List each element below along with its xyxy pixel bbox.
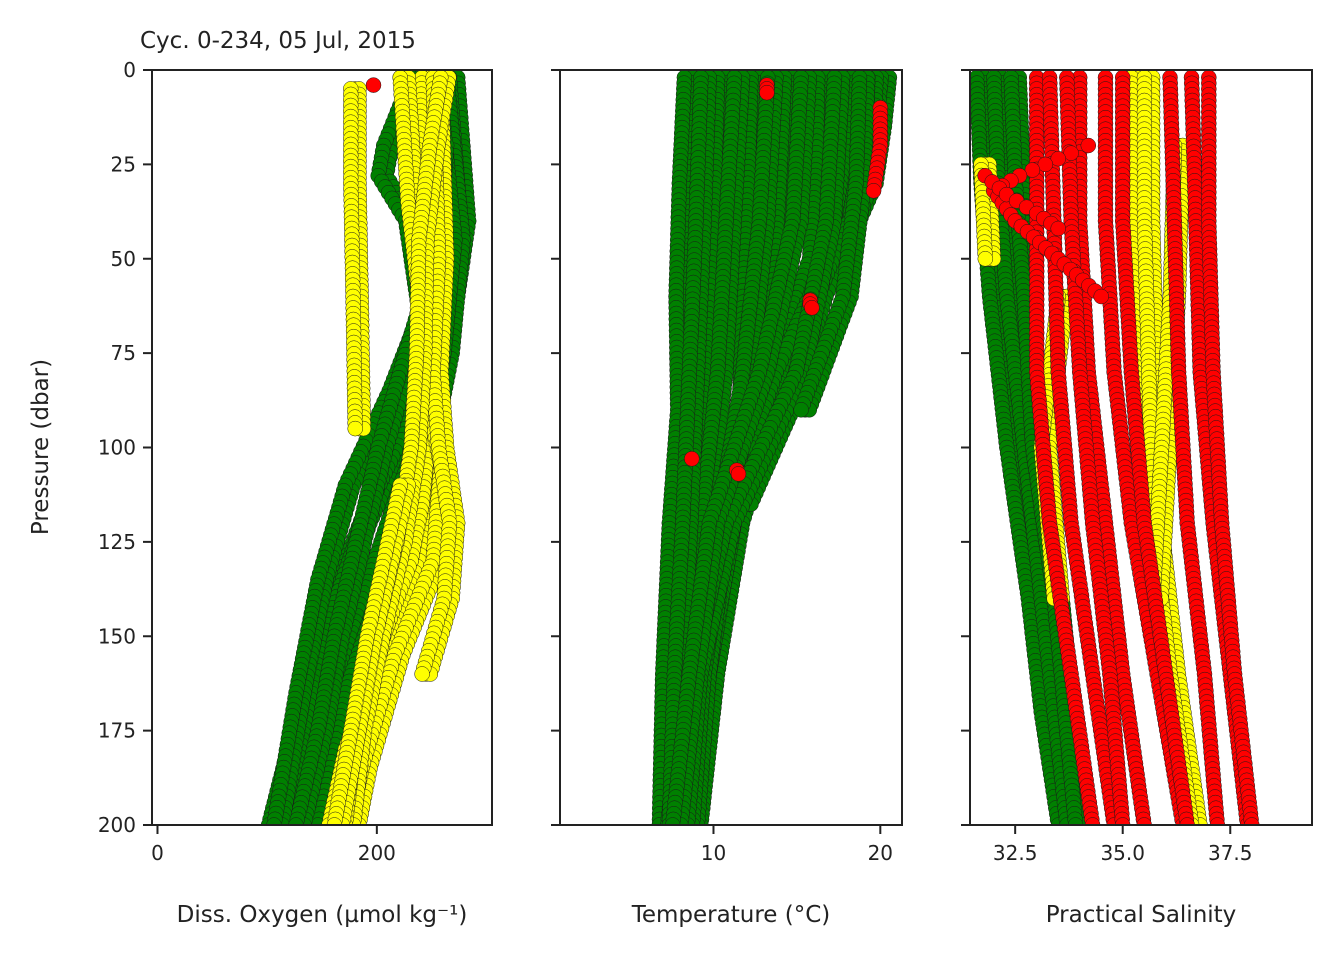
series-good — [651, 70, 898, 825]
chart-title: Cyc. 0-234, 05 Jul, 2015 — [140, 28, 416, 54]
data-point — [414, 666, 430, 682]
x-tick-label: 200 — [358, 841, 396, 865]
panel-oxygen: 0 25 50 75 100 125 150 175 200 0 200 Diss. Oxygen (… — [98, 58, 493, 928]
plot-area-temperature — [651, 70, 898, 825]
y-tick-label: 50 — [111, 247, 136, 271]
y-tick-label: 25 — [111, 152, 136, 176]
series-probably_good — [321, 70, 466, 825]
data-point — [347, 420, 363, 437]
y-tick-label: 125 — [98, 530, 136, 554]
y-tick-label: 100 — [98, 436, 136, 460]
data-point — [288, 817, 304, 825]
y-tick-label: 175 — [98, 719, 136, 743]
y-tick-label: 75 — [111, 341, 136, 365]
x-tick-label: 0 — [151, 841, 164, 865]
plot-area-oxygen — [260, 70, 477, 825]
data-point — [365, 77, 382, 93]
y-axis-label: Pressure (dbar) — [28, 359, 54, 535]
data-point — [266, 817, 282, 825]
x-axis-label: Diss. Oxygen (µmol kg⁻¹) — [177, 902, 468, 928]
y-tick-label: 150 — [98, 624, 136, 648]
y-tick-label: 0 — [123, 58, 136, 82]
series-bad — [365, 77, 382, 93]
y-tick-label: 200 — [98, 813, 136, 837]
data-point — [326, 817, 343, 825]
